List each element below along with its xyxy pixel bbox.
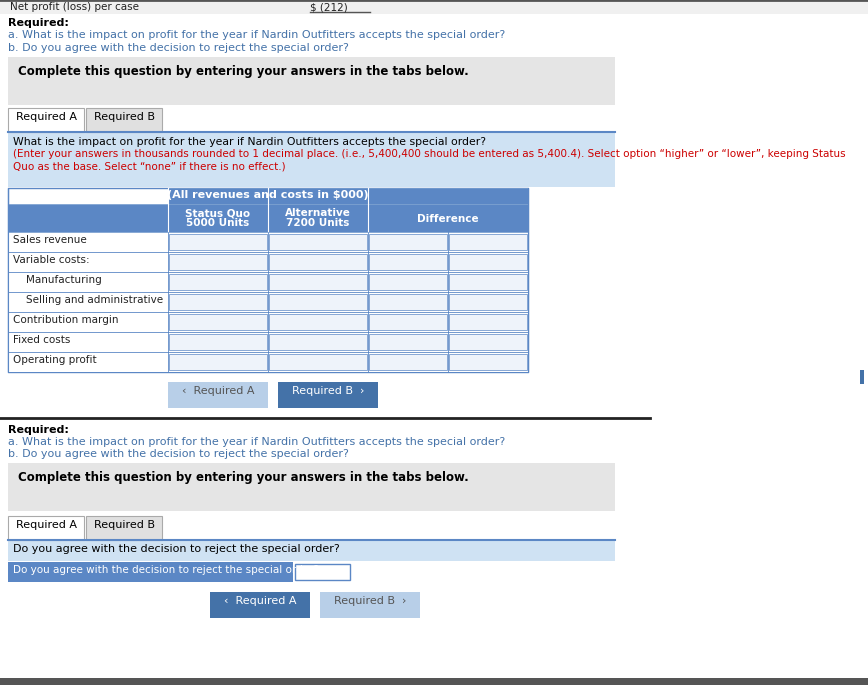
Text: Do you agree with the decision to reject the special order?: Do you agree with the decision to reject… [13, 565, 319, 575]
Bar [8, 188, 528, 372]
Text: Required B: Required B [94, 520, 155, 530]
Bar [369, 234, 447, 250]
Text: Fixed costs: Fixed costs [13, 335, 70, 345]
Bar [449, 354, 527, 370]
Text: $ (212): $ (212) [310, 2, 348, 12]
Text: Complete this question by entering your answers in the tabs below.: Complete this question by entering your … [18, 65, 469, 78]
Bar [449, 314, 527, 330]
Text: Required B  ›: Required B › [292, 386, 365, 396]
Bar [269, 234, 367, 250]
Bar [449, 334, 527, 350]
Bar [169, 294, 267, 310]
Bar [168, 382, 268, 408]
Bar [169, 334, 267, 350]
Text: Alternative: Alternative [285, 208, 351, 218]
Bar [8, 232, 528, 252]
Bar [8, 516, 84, 540]
Bar [295, 564, 350, 580]
Text: a. What is the impact on profit for the year if Nardin Outfitters accepts the sp: a. What is the impact on profit for the … [8, 30, 505, 40]
Bar [369, 334, 447, 350]
Bar [369, 274, 447, 290]
Bar [449, 254, 527, 270]
Text: ‹  Required A: ‹ Required A [224, 596, 296, 606]
Text: (Enter your answers in thousands rounded to 1 decimal place. (i.e., 5,400,400 sh: (Enter your answers in thousands rounded… [13, 149, 845, 159]
Bar [278, 382, 378, 408]
Bar [210, 592, 310, 618]
Bar [169, 314, 267, 330]
Text: Sales revenue: Sales revenue [13, 235, 87, 245]
Bar [860, 370, 864, 384]
Bar [86, 516, 162, 540]
Text: Net profit (loss) per case: Net profit (loss) per case [10, 2, 139, 12]
Bar [269, 334, 367, 350]
Text: Required B: Required B [94, 112, 155, 122]
Text: Variable costs:: Variable costs: [13, 255, 89, 265]
Bar [369, 294, 447, 310]
Bar [8, 252, 528, 272]
Bar [369, 354, 447, 370]
Text: Selling and administrative: Selling and administrative [26, 295, 163, 305]
Bar [0, 678, 868, 685]
Text: Operating profit: Operating profit [13, 355, 96, 365]
Bar [8, 332, 528, 352]
Text: b. Do you agree with the decision to reject the special order?: b. Do you agree with the decision to rej… [8, 43, 349, 53]
Bar [8, 463, 615, 511]
Bar [169, 254, 267, 270]
Bar [320, 592, 420, 618]
Text: (All revenues and costs in $000): (All revenues and costs in $000) [168, 190, 369, 200]
Bar [8, 541, 615, 561]
Text: Required:: Required: [8, 425, 69, 435]
Bar [8, 292, 528, 312]
Text: 7200 Units: 7200 Units [286, 218, 350, 228]
Text: What is the impact on profit for the year if Nardin Outfitters accepts the speci: What is the impact on profit for the yea… [13, 137, 486, 147]
Text: 5000 Units: 5000 Units [187, 218, 250, 228]
Text: Difference: Difference [418, 214, 479, 224]
Bar [168, 188, 528, 204]
Text: Required A: Required A [16, 112, 76, 122]
Bar [269, 294, 367, 310]
Text: Complete this question by entering your answers in the tabs below.: Complete this question by entering your … [18, 471, 469, 484]
Bar [8, 312, 528, 332]
Bar [269, 274, 367, 290]
Bar [449, 234, 527, 250]
Bar [369, 254, 447, 270]
Text: Quo as the base. Select “none” if there is no effect.): Quo as the base. Select “none” if there … [13, 161, 286, 171]
Text: Status Quo: Status Quo [186, 208, 251, 218]
Bar [0, 0, 868, 14]
Bar [449, 294, 527, 310]
Bar [449, 274, 527, 290]
Bar [269, 354, 367, 370]
Text: Contribution margin: Contribution margin [13, 315, 119, 325]
Bar [8, 272, 528, 292]
Bar [8, 204, 528, 232]
Text: Required B  ›: Required B › [334, 596, 406, 606]
Bar [169, 354, 267, 370]
Bar [369, 314, 447, 330]
Bar [8, 57, 615, 105]
Bar [8, 133, 615, 187]
Bar [8, 108, 84, 132]
Bar [8, 352, 528, 372]
Text: Required A: Required A [16, 520, 76, 530]
Bar [169, 234, 267, 250]
Text: Required:: Required: [8, 18, 69, 28]
Bar [169, 274, 267, 290]
Bar [8, 562, 293, 582]
Bar [269, 254, 367, 270]
Text: ‹  Required A: ‹ Required A [181, 386, 254, 396]
Text: Do you agree with the decision to reject the special order?: Do you agree with the decision to reject… [13, 544, 339, 554]
Text: Manufacturing: Manufacturing [26, 275, 102, 285]
Bar [86, 108, 162, 132]
Bar [269, 314, 367, 330]
Text: b. Do you agree with the decision to reject the special order?: b. Do you agree with the decision to rej… [8, 449, 349, 459]
Text: a. What is the impact on profit for the year if Nardin Outfitters accepts the sp: a. What is the impact on profit for the … [8, 437, 505, 447]
